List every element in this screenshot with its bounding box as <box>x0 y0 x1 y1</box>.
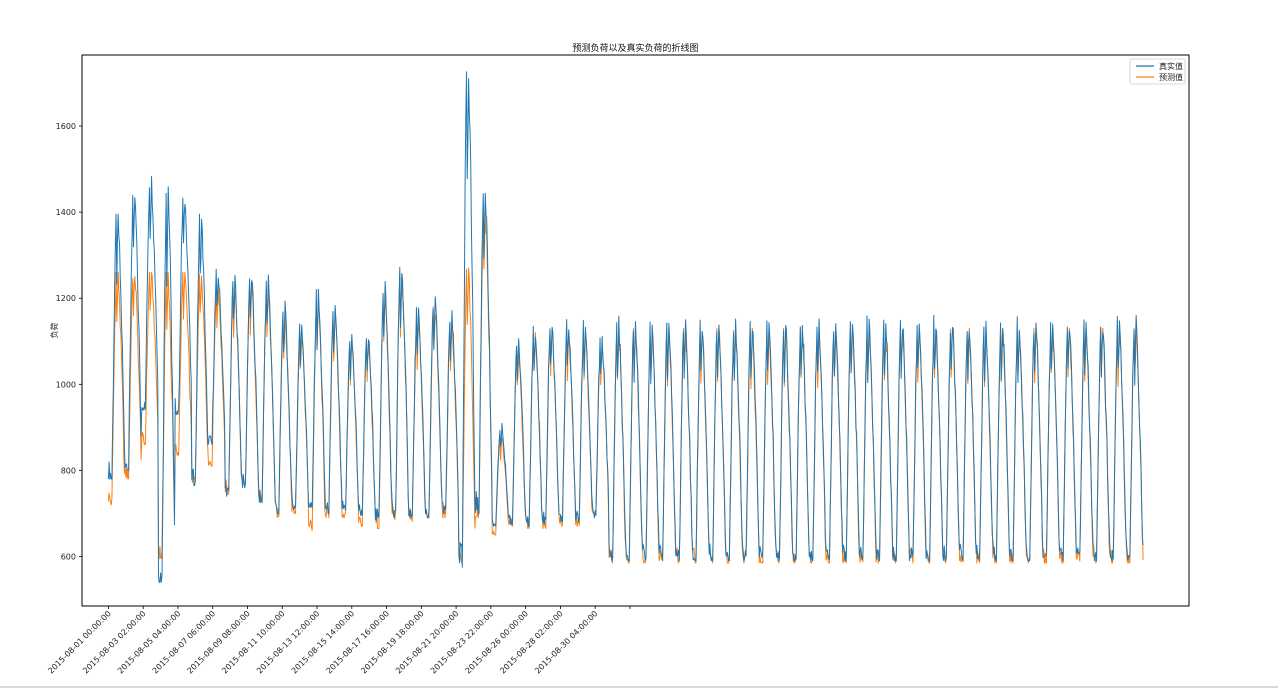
y-tick-label: 1600 <box>56 122 76 131</box>
series-line-actual <box>107 71 1144 583</box>
series-lines <box>107 71 1144 583</box>
x-tick-label: 2015-08-05 04:00:00 <box>116 609 182 675</box>
x-tick-label: 2015-08-21 20:00:00 <box>394 609 460 675</box>
x-tick-label: 2015-08-30 04:00:00 <box>533 609 599 675</box>
x-tick-label: 2015-08-07 06:00:00 <box>151 609 217 675</box>
legend-label: 预测值 <box>1159 72 1183 82</box>
x-tick-label: 2015-08-09 08:00:00 <box>185 609 251 675</box>
y-axis: 600 800 1000 1200 1400 1600 <box>56 122 82 561</box>
x-tick-label: 2015-08-23 22:00:00 <box>429 609 495 675</box>
chart-title: 预测负荷以及真实负荷的折线图 <box>572 42 698 54</box>
x-tick-label: 2015-08-28 02:00:00 <box>498 609 564 675</box>
y-tick-label: 1200 <box>56 294 76 303</box>
legend-box <box>1129 58 1186 85</box>
window-bottom-edge <box>0 686 1278 688</box>
y-tick-label: 1400 <box>56 208 76 217</box>
x-tick-label: 2015-08-01 00:00:00 <box>46 609 112 675</box>
legend-label: 真实值 <box>1159 61 1183 71</box>
x-tick-label: 2015-08-26 00:00:00 <box>464 609 530 675</box>
y-axis-label: 负荷 <box>49 323 59 339</box>
x-tick-label: 2015-08-03 02:00:00 <box>81 609 147 675</box>
x-tick-label: 2015-08-17 16:00:00 <box>325 609 391 675</box>
y-tick-label: 800 <box>61 466 76 475</box>
y-tick-label: 600 <box>61 552 76 561</box>
x-tick-label: 2015-08-19 18:00:00 <box>359 609 425 675</box>
x-tick-label: 2015-08-11 10:00:00 <box>220 609 286 675</box>
x-tick-label: 2015-08-13 12:00:00 <box>255 609 321 675</box>
x-tick-label: 2015-08-15 14:00:00 <box>290 609 356 675</box>
plot-frame <box>81 54 1190 607</box>
y-tick-label: 1000 <box>56 380 76 389</box>
